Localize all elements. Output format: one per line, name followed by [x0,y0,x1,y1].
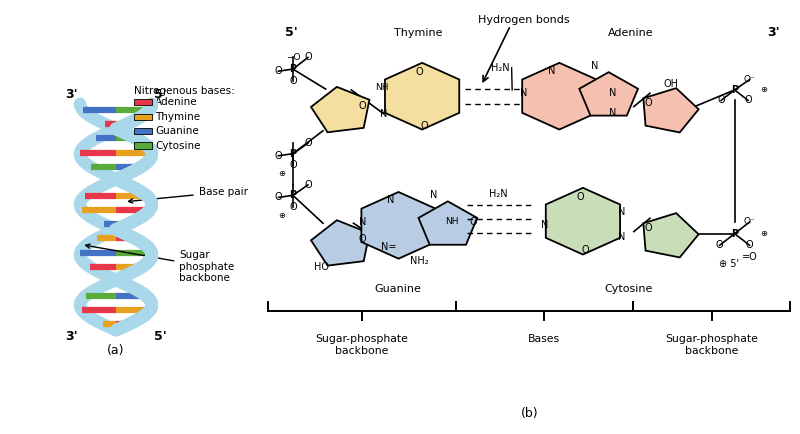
Text: 5': 5' [286,26,298,39]
Text: Sugar-phosphate
backbone: Sugar-phosphate backbone [316,335,409,356]
Text: Sugar-phosphate
backbone: Sugar-phosphate backbone [665,335,758,356]
Polygon shape [579,72,638,115]
Polygon shape [643,213,698,257]
Text: O: O [718,95,725,105]
Text: N: N [548,66,555,76]
Text: P: P [731,85,738,95]
Text: N: N [609,88,616,98]
Text: N: N [609,108,616,118]
Text: N: N [591,61,598,71]
Text: O: O [358,101,366,111]
FancyBboxPatch shape [134,142,152,148]
Text: O: O [304,138,312,148]
Polygon shape [311,87,370,132]
Text: 3': 3' [767,26,779,39]
Text: H₂N: H₂N [490,189,508,199]
FancyBboxPatch shape [134,128,152,134]
Text: O: O [582,245,590,255]
Text: O: O [645,223,652,233]
Text: 3': 3' [66,89,78,101]
Text: OH: OH [664,79,679,89]
Text: 5': 5' [154,89,166,101]
Text: O: O [744,95,752,105]
Text: N: N [380,108,387,118]
Text: Thymine: Thymine [394,28,442,38]
Text: N=: N= [381,242,397,252]
Text: Bases: Bases [528,335,560,345]
Text: O: O [274,66,282,76]
Text: Hydrogen bonds: Hydrogen bonds [478,15,570,25]
Text: ⊕ 5': ⊕ 5' [719,259,739,269]
Text: ⊕: ⊕ [761,85,767,95]
Text: P: P [290,149,297,159]
Text: N: N [520,88,528,98]
Text: Cytosine: Cytosine [604,284,653,294]
Text: Base pair: Base pair [129,187,248,203]
Text: HO: HO [314,262,329,272]
Text: Thymine: Thymine [155,112,200,122]
Text: Adenine: Adenine [155,98,198,108]
Text: O: O [746,240,754,250]
Polygon shape [418,201,478,245]
Text: N: N [618,207,625,217]
Text: H₂N: H₂N [490,63,509,73]
Text: O: O [716,240,723,250]
Polygon shape [643,88,698,132]
Text: O: O [577,192,584,202]
Text: O: O [274,151,282,161]
Text: NH: NH [445,217,458,227]
Text: NH₂: NH₂ [410,256,429,266]
Text: P: P [731,229,738,239]
Text: Sugar
phosphate
backbone: Sugar phosphate backbone [86,244,234,283]
Text: Nitrogenous bases:: Nitrogenous bases: [134,86,234,96]
Polygon shape [385,63,459,129]
Text: O: O [289,202,297,212]
Text: N: N [359,217,367,227]
Text: P: P [290,64,297,74]
FancyBboxPatch shape [134,99,152,105]
Text: O⁻: O⁻ [744,75,755,84]
Text: O: O [358,234,366,244]
Text: N: N [430,191,438,201]
Text: O: O [645,98,652,108]
Text: O: O [304,180,312,190]
Text: O: O [289,76,297,86]
Text: ⊕: ⊕ [761,229,767,238]
FancyBboxPatch shape [134,114,152,120]
Text: ⊕: ⊕ [278,169,286,178]
Text: −O: −O [286,53,300,62]
Text: ⊕: ⊕ [278,211,286,220]
Text: O⁻: O⁻ [744,217,755,227]
Polygon shape [311,220,370,266]
Text: N: N [618,232,625,242]
Polygon shape [546,188,620,254]
Text: Guanine: Guanine [155,126,199,136]
Text: Cytosine: Cytosine [155,141,201,151]
Text: O: O [421,121,429,131]
Text: N: N [541,220,548,230]
Text: P: P [290,191,297,201]
Text: =O: =O [742,252,758,262]
Text: 5': 5' [154,330,166,343]
Polygon shape [362,192,436,259]
Text: O: O [274,192,282,202]
Text: (b): (b) [521,407,538,420]
Text: 3': 3' [66,330,78,343]
Text: N: N [387,195,394,205]
Text: Guanine: Guanine [374,284,422,294]
Polygon shape [522,63,597,129]
Text: (a): (a) [107,344,125,357]
Text: Adenine: Adenine [608,28,654,38]
Text: O: O [304,53,312,62]
Text: NH: NH [375,82,389,92]
Text: O: O [289,160,297,170]
Text: O: O [416,67,423,77]
Text: O: O [470,217,477,227]
